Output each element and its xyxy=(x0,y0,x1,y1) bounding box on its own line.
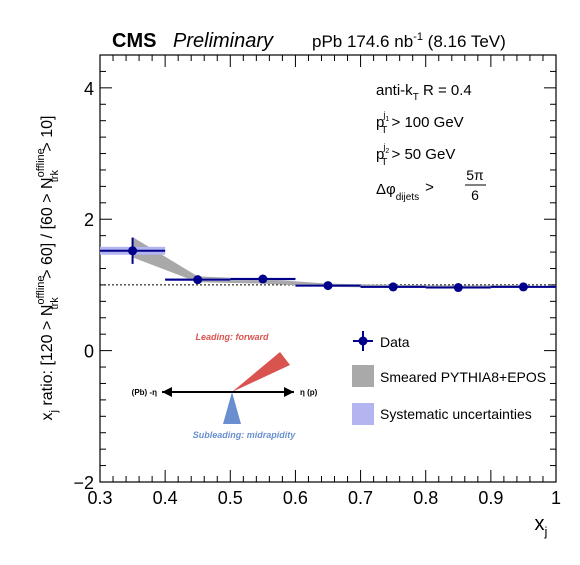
x-tick-label: 0.3 xyxy=(87,488,112,508)
x-tick-label: 0.6 xyxy=(283,488,308,508)
inset-arrow-right xyxy=(284,387,294,397)
legend-swatch-model xyxy=(352,365,374,387)
lumi-label: pPb 174.6 nb-1 (8.16 TeV) xyxy=(312,31,506,51)
x-axis-title: xj xyxy=(535,513,548,539)
dphi-denominator: 6 xyxy=(471,187,479,203)
inset-arrow-left xyxy=(162,387,172,397)
data-point xyxy=(258,274,268,284)
x-tick-label: 0.4 xyxy=(153,488,178,508)
x-tick-label: 0.5 xyxy=(218,488,243,508)
legend-marker-data xyxy=(358,336,368,346)
lumi-prefix: pPb 174.6 nb xyxy=(312,32,413,51)
y-axis-title: xj ratio: [120 > Noffline trk > 60] / [60… xyxy=(35,116,61,421)
x-tick-label: 1 xyxy=(551,488,561,508)
inset-left-label: (Pb) -η xyxy=(132,388,157,397)
cut-subleading-pt: pj2 T > 50 GeV xyxy=(376,142,455,168)
legend-item-systematics: Systematic uncertainties xyxy=(352,403,532,425)
selection-cuts: anti-kT R = 0.4 pj1 T > 100 GeV pj2 T > 50… xyxy=(376,82,486,203)
data-point xyxy=(518,282,528,292)
y-tick-label: 4 xyxy=(84,79,94,99)
y-tick-label: 2 xyxy=(84,210,94,230)
inset-subleading-label: Subleading: midrapidity xyxy=(193,430,297,440)
x-tick-label: 0.7 xyxy=(348,488,373,508)
legend-label-data: Data xyxy=(380,334,410,350)
status-label: Preliminary xyxy=(173,30,274,52)
cut-leading-pt: pj1 T > 100 GeV xyxy=(376,110,464,136)
lumi-exp: -1 xyxy=(413,31,423,43)
inset-leading-label: Leading: forward xyxy=(195,332,269,342)
inset-leading-cone xyxy=(232,352,290,392)
experiment-label: CMS xyxy=(112,30,156,52)
data-point xyxy=(128,246,138,256)
legend-label-systematics: Systematic uncertainties xyxy=(380,406,532,422)
x-tick-label: 0.9 xyxy=(478,488,503,508)
y-tick-label: 0 xyxy=(84,342,94,362)
cut-dphi: Δφdijets> xyxy=(376,179,434,203)
cut-algorithm: anti-kT R = 0.4 xyxy=(376,82,472,103)
energy-label: (8.16 TeV) xyxy=(428,32,506,51)
legend-item-data: Data xyxy=(353,331,410,351)
data-point xyxy=(323,281,333,291)
data-point xyxy=(388,282,398,292)
data-group xyxy=(100,237,556,293)
legend-item-model: Smeared PYTHIA8+EPOS xyxy=(352,365,546,387)
x-tick-label: 0.8 xyxy=(413,488,438,508)
data-point xyxy=(453,283,463,293)
inset-right-label: η (p) xyxy=(300,388,318,397)
legend: Data Smeared PYTHIA8+EPOS Systematic unc… xyxy=(352,331,546,425)
y-tick-label: −2 xyxy=(73,473,94,493)
dphi-numerator: 5π xyxy=(466,167,484,183)
legend-swatch-systematics xyxy=(352,403,374,425)
inset-subleading-cone xyxy=(223,392,241,424)
legend-label-model: Smeared PYTHIA8+EPOS xyxy=(380,369,546,385)
axis-ticks: 0.3 0.4 0.5 0.6 0.7 0.8 0.9 1 −2 0 2 4 xyxy=(73,54,561,508)
data-point xyxy=(193,275,203,285)
rapidity-inset: Leading: forward (Pb) -η η (p) Subleadin… xyxy=(132,332,318,440)
